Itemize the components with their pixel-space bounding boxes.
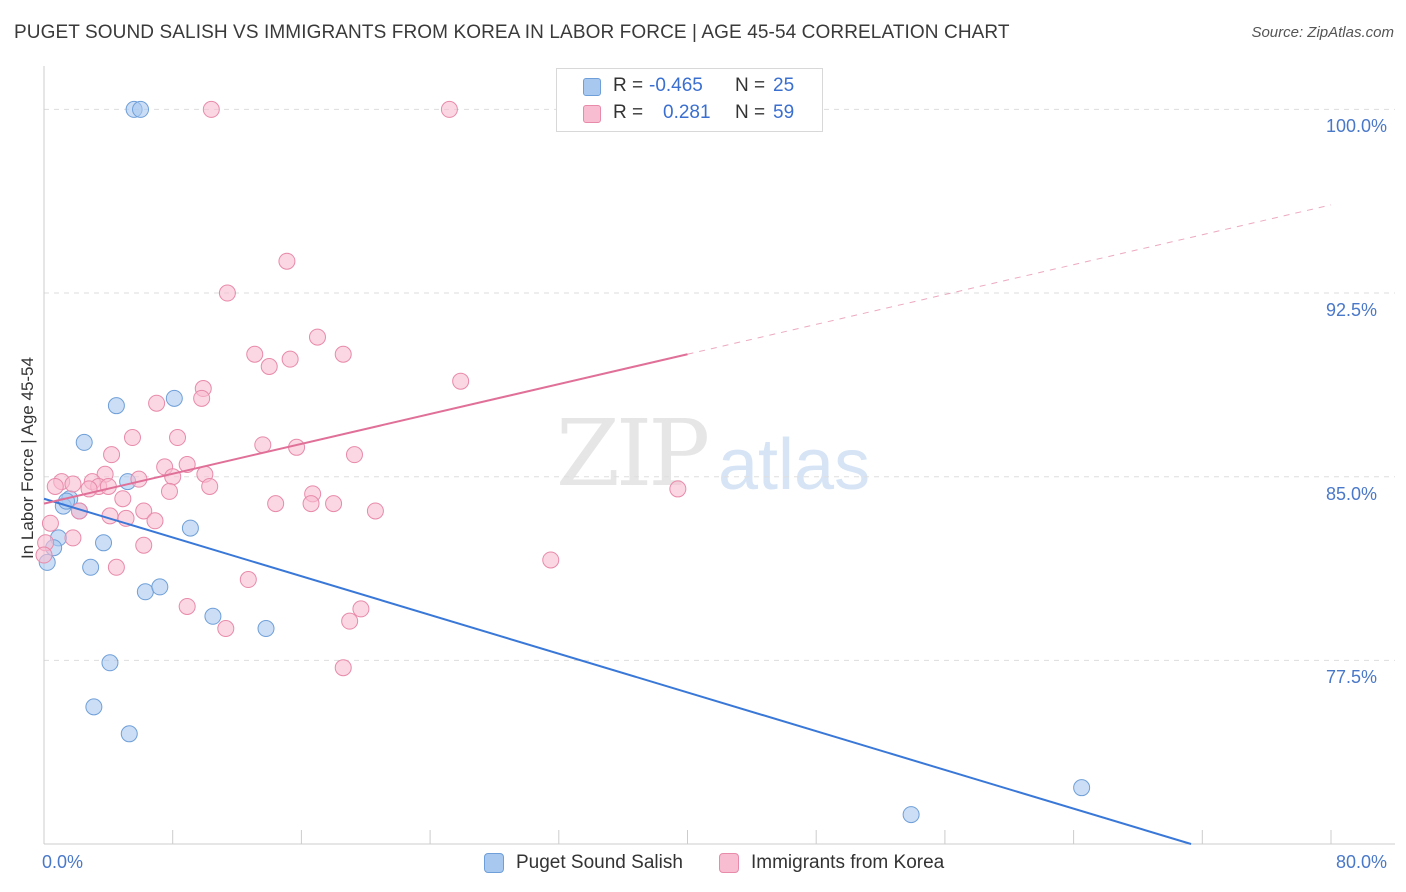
legend-n-value: 25	[773, 75, 795, 96]
point-korea	[325, 495, 343, 513]
x-tick-label-max: 80.0%	[1336, 852, 1388, 872]
trend-line-salish	[43, 497, 1192, 845]
point-korea	[64, 529, 82, 547]
point-korea	[669, 480, 687, 498]
point-salish	[101, 654, 119, 672]
point-korea	[239, 571, 257, 589]
point-salish	[204, 607, 222, 625]
point-salish	[181, 519, 199, 537]
stats-legend: R = -0.465 N = 25 R = 0.281 N = 59	[556, 68, 823, 132]
legend-r-value: -0.465	[649, 75, 703, 96]
point-korea	[246, 345, 264, 363]
point-korea	[308, 328, 326, 346]
legend-n-label: N =	[735, 75, 766, 96]
point-korea	[366, 502, 384, 520]
point-korea	[64, 475, 82, 493]
point-korea	[260, 358, 278, 375]
point-korea	[267, 495, 285, 513]
data-points	[35, 100, 1091, 824]
point-korea	[160, 482, 178, 500]
point-salish	[132, 100, 150, 118]
point-korea	[542, 551, 560, 569]
point-salish	[257, 620, 275, 638]
bottom-legend-swatch-salish	[484, 853, 504, 873]
point-korea	[135, 502, 153, 520]
point-korea	[41, 514, 59, 532]
point-korea	[218, 284, 236, 302]
point-korea	[202, 100, 220, 118]
point-salish	[85, 698, 103, 716]
point-korea	[334, 659, 352, 677]
point-korea	[254, 436, 272, 454]
point-salish	[120, 725, 138, 743]
point-korea	[169, 429, 187, 447]
legend-r-label: R =	[613, 75, 644, 96]
point-korea	[178, 597, 196, 615]
point-korea	[278, 252, 296, 270]
watermark-atlas: atlas	[718, 425, 871, 505]
point-korea	[440, 100, 458, 118]
point-salish	[107, 397, 125, 415]
y-tick-label-77-5: 77.5%	[1326, 667, 1378, 688]
point-korea	[193, 389, 211, 407]
point-salish	[136, 583, 154, 601]
point-korea	[345, 446, 363, 464]
point-korea	[201, 477, 219, 495]
legend-swatch-korea	[583, 105, 601, 123]
point-salish	[902, 806, 920, 824]
axes	[43, 66, 1395, 845]
point-korea	[352, 600, 370, 618]
point-korea	[123, 429, 141, 447]
source-credit: Source: ZipAtlas.com	[1251, 24, 1394, 41]
point-korea	[135, 536, 153, 554]
point-korea	[130, 470, 148, 488]
legend-n-value: 59	[773, 102, 795, 123]
trend-extension-korea	[687, 204, 1332, 355]
point-korea	[334, 345, 352, 363]
point-salish	[82, 558, 100, 576]
point-korea	[217, 620, 235, 638]
point-korea	[146, 512, 164, 530]
point-korea	[114, 490, 132, 508]
y-tick-label-92-5: 92.5%	[1326, 300, 1378, 321]
trend-line-korea	[43, 353, 688, 505]
point-salish	[75, 433, 93, 451]
bottom-legend-label-korea: Immigrants from Korea	[751, 852, 945, 873]
legend-r-label: R =	[613, 102, 644, 123]
legend-swatch-salish	[583, 78, 601, 96]
legend-r-value: 0.281	[663, 102, 711, 123]
point-salish	[165, 389, 183, 407]
point-korea	[452, 372, 470, 390]
point-korea	[103, 446, 121, 464]
point-korea	[281, 350, 299, 368]
point-korea	[35, 546, 53, 564]
y-tick-label-100: 100.0%	[1326, 116, 1388, 137]
y-axis-title: In Labor Force | Age 45-54	[18, 357, 37, 559]
point-korea	[341, 612, 359, 630]
point-korea	[164, 468, 182, 486]
point-salish	[1073, 779, 1091, 797]
legend-n-label: N =	[735, 102, 766, 123]
point-korea	[46, 477, 64, 495]
point-salish	[151, 578, 169, 596]
trend-lines	[43, 204, 1332, 845]
point-korea	[148, 394, 166, 412]
chart-title: PUGET SOUND SALISH VS IMMIGRANTS FROM KO…	[14, 22, 1010, 43]
point-korea	[302, 495, 320, 513]
point-salish	[95, 534, 113, 552]
y-tick-label-85: 85.0%	[1326, 483, 1378, 504]
bottom-legend-swatch-korea	[719, 853, 739, 873]
bottom-legend-label-salish: Puget Sound Salish	[516, 852, 683, 873]
point-korea	[107, 558, 125, 576]
x-tick-label-min: 0.0%	[42, 852, 84, 872]
